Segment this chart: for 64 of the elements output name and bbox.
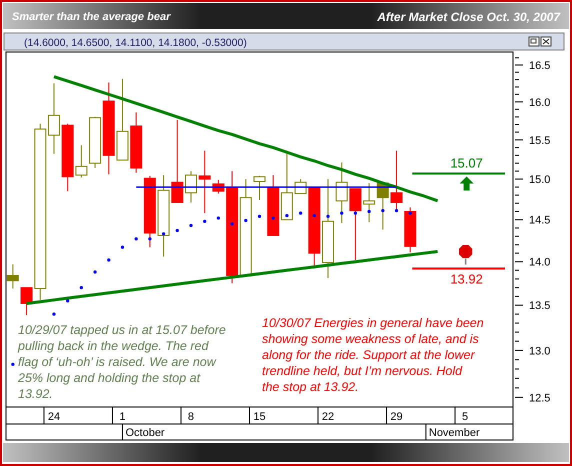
text: October <box>125 427 165 439</box>
chart-title: After Market Close Oct. 30, 2007 <box>376 10 562 24</box>
x-tick-label: 24 <box>48 411 60 423</box>
y-tick-label: 15.5 <box>529 134 550 147</box>
candlestick <box>198 150 211 214</box>
point <box>230 222 234 226</box>
candlestick <box>75 144 88 178</box>
y-tick-label: 16.5 <box>529 60 550 72</box>
point <box>203 220 206 223</box>
line-series <box>52 75 440 202</box>
chart-subtitle: (14.6000, 14.6500, 14.1100, 14.1800, -0.53000) <box>24 37 247 49</box>
point <box>340 212 344 215</box>
annotation: 10/30/07 Energies in general have been showing some weakness of late, and is along for the ride. Support at the lower trendline held, but I’m nervous. Hold the stop at 13.92. <box>262 316 484 394</box>
point <box>93 270 97 274</box>
candlestick <box>363 182 376 223</box>
point <box>52 312 56 316</box>
candlestick <box>349 188 362 260</box>
point <box>381 209 384 212</box>
y-tick-label: 14.5 <box>529 214 550 227</box>
point <box>408 212 412 215</box>
candlestick <box>6 264 19 290</box>
candlestick <box>336 162 348 224</box>
y-tick-label: 13.5 <box>529 300 550 312</box>
point <box>312 214 316 218</box>
point <box>216 216 220 220</box>
point <box>244 218 248 222</box>
ref-line-label: 15.07 <box>450 156 483 171</box>
x-tick-label: 8 <box>188 411 194 423</box>
point <box>285 214 289 218</box>
point <box>66 299 70 302</box>
y-tick-label: 16.0 <box>529 96 550 109</box>
point <box>368 210 371 214</box>
text: Smarter than the average bear <box>12 11 172 23</box>
annotation: 10/29/07 tapped us in at 15.07 before pulling back in the wedge. The red flag of ‘uh-oh’ is raised. We are now 25% long and holding the stop at 13.92. <box>17 323 226 401</box>
x-tick-label: 15 <box>253 411 266 423</box>
point <box>162 232 166 236</box>
text: November <box>428 427 480 439</box>
candlestick <box>20 287 33 316</box>
point <box>299 212 302 215</box>
candlestick <box>171 119 184 203</box>
x-tick-label: 29 <box>390 411 403 423</box>
point <box>394 209 398 212</box>
y-tick-label: 12.5 <box>529 392 550 404</box>
y-tick-label: 14.0 <box>529 256 550 269</box>
ref-line-label: 13.92 <box>450 272 483 287</box>
point <box>354 212 358 215</box>
point <box>120 246 124 249</box>
x-tick-label: 22 <box>322 411 334 423</box>
candlestick <box>254 175 266 201</box>
point <box>258 214 262 218</box>
point <box>80 286 83 290</box>
point <box>189 224 193 228</box>
point <box>11 362 14 366</box>
y-tick-label: 13.0 <box>529 345 550 358</box>
candlestick <box>184 170 197 203</box>
x-tick-label: 1 <box>119 411 126 423</box>
point <box>176 228 179 232</box>
point <box>148 237 152 240</box>
y-tick-label: 15.0 <box>529 174 550 186</box>
point <box>107 258 110 262</box>
point <box>134 237 138 240</box>
point <box>272 216 275 220</box>
point <box>326 214 330 218</box>
x-tick-label: 5 <box>462 411 468 423</box>
